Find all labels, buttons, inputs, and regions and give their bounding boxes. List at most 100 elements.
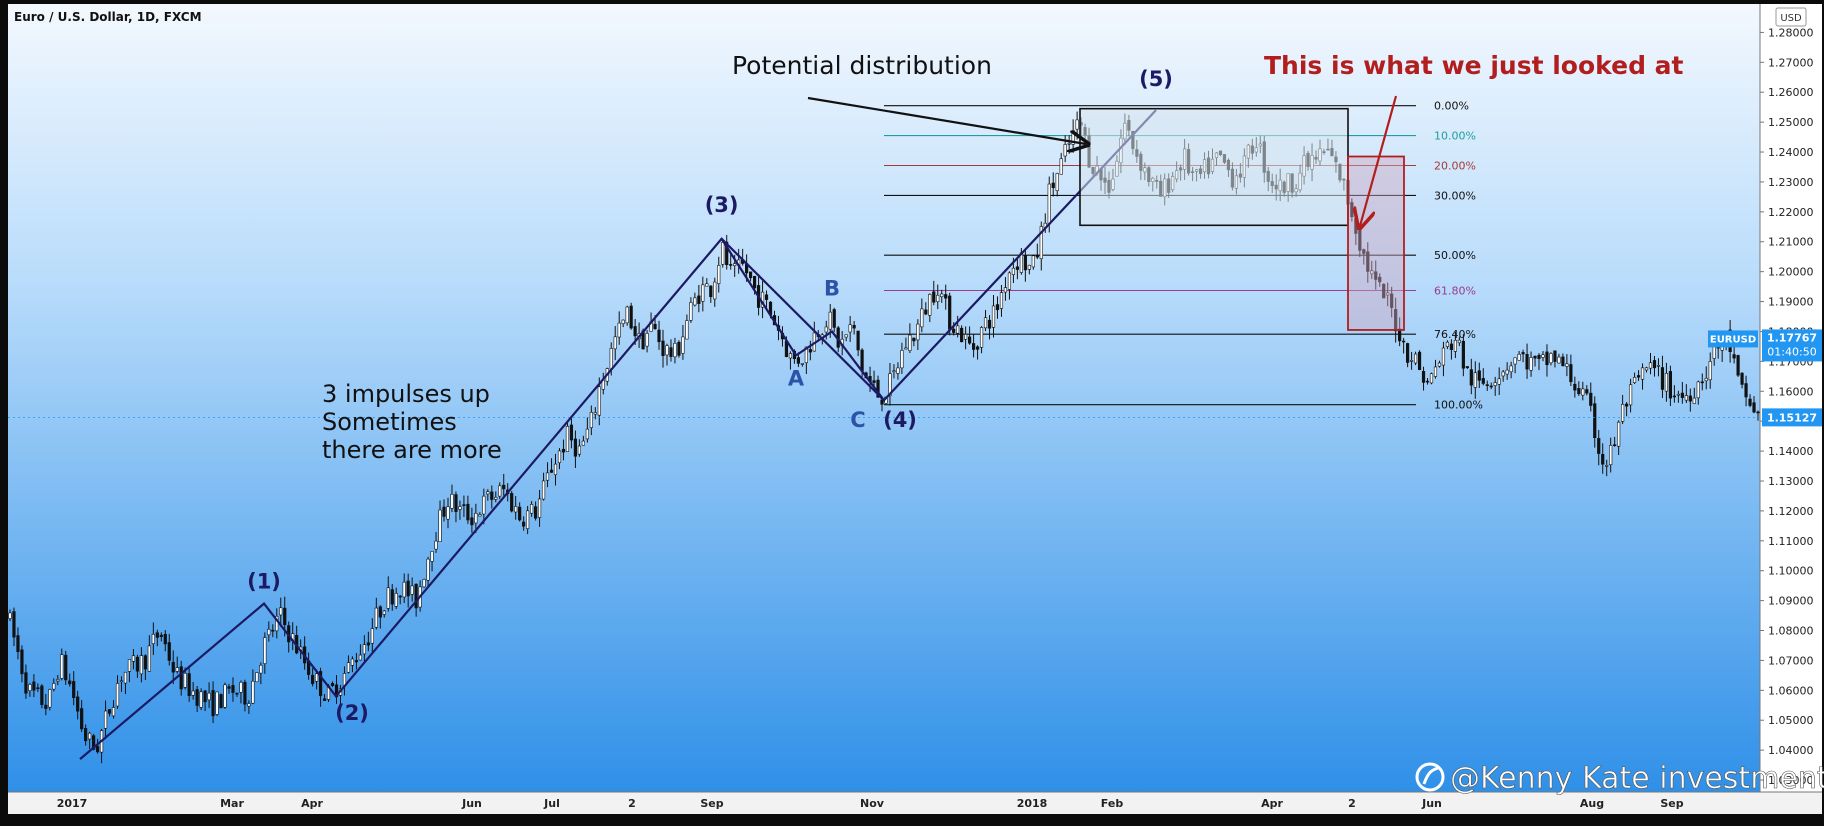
candle-body <box>1621 404 1625 422</box>
candle-body <box>438 509 442 542</box>
candle-body <box>749 271 753 279</box>
candle-body <box>1437 362 1442 367</box>
candle-body <box>549 469 554 473</box>
y-tick-label: 1.25000 <box>1768 116 1814 129</box>
x-tick-label: Jul <box>543 797 560 810</box>
candle-body <box>1409 360 1414 362</box>
candle-body <box>406 580 410 597</box>
candle-body <box>1684 395 1688 401</box>
wave-line[interactable] <box>720 238 885 401</box>
candle-body <box>52 683 56 690</box>
candle-body <box>1692 397 1696 404</box>
candle-body <box>764 294 769 300</box>
plot-area[interactable] <box>8 4 1760 792</box>
x-tick-label: Sep <box>700 797 723 810</box>
x-axis-ticks: 2017 Mar Apr Jun Jul 2 Sep Nov 2018 Feb Apr 2 Jun Aug… <box>57 797 1684 810</box>
candle-body <box>1664 373 1669 392</box>
candle-body <box>159 634 163 637</box>
price-axis[interactable] <box>1760 4 1822 792</box>
candle-body <box>1067 143 1071 145</box>
currency-button[interactable] <box>1775 7 1807 27</box>
candle-body <box>960 327 964 343</box>
candle-body <box>243 681 247 705</box>
wave-label-5: (5) <box>1139 67 1173 91</box>
candle-body <box>975 346 980 350</box>
candle-body <box>717 265 721 284</box>
y-tick-label: 1.06000 <box>1768 684 1814 697</box>
candle-body <box>681 336 685 354</box>
candle-body <box>1417 351 1422 371</box>
watermark: @Kenny Kate investment <box>1415 761 1824 796</box>
candle-body <box>1752 402 1756 413</box>
candle-body <box>569 424 574 441</box>
candle-body <box>621 319 625 324</box>
candle-body <box>1003 287 1008 293</box>
candle-body <box>940 293 944 298</box>
fib-level-label: 0.00% <box>1434 100 1469 113</box>
candle-body <box>613 336 617 350</box>
candle-body <box>796 357 800 364</box>
candle-body <box>1736 355 1740 376</box>
candle-body <box>350 658 355 666</box>
elliott-wave-lines[interactable] <box>79 109 1157 760</box>
candle-body <box>1449 343 1454 350</box>
candle-body <box>1481 378 1485 384</box>
candle-body <box>32 681 36 691</box>
y-tick-label: 1.24000 <box>1768 146 1814 159</box>
candle-body <box>1497 378 1501 385</box>
candle-body <box>1545 351 1549 366</box>
candle-body <box>1051 182 1055 189</box>
x-tick-label: Sep <box>1660 797 1683 810</box>
candle-body <box>617 322 621 338</box>
y-tick-label: 1.08000 <box>1768 625 1814 638</box>
candle-body <box>72 681 76 698</box>
candle-body <box>462 504 466 506</box>
wave-line[interactable] <box>79 109 1157 760</box>
candle-body <box>896 367 900 374</box>
candle-body <box>111 707 116 717</box>
candle-body <box>788 353 793 359</box>
candle-body <box>1597 438 1601 454</box>
candle-body <box>263 637 267 664</box>
candle-body <box>330 683 335 686</box>
candle-body <box>494 497 498 500</box>
candle-body <box>892 370 896 373</box>
candle-body <box>609 348 613 370</box>
time-axis[interactable] <box>8 792 1822 814</box>
candle-body <box>1035 254 1039 258</box>
candle-body <box>1577 388 1581 395</box>
candle-body <box>526 510 530 529</box>
candle-body <box>705 283 709 287</box>
y-tick-label: 1.21000 <box>1768 236 1814 249</box>
candle-body <box>131 655 136 662</box>
candle-body <box>1521 352 1525 355</box>
symbol-tag-label: EURUSD <box>1710 334 1756 345</box>
candle-body <box>95 746 100 753</box>
candle-body <box>1465 366 1469 369</box>
candle-body <box>928 294 932 316</box>
candle-body <box>1680 392 1684 398</box>
candle-body <box>1625 403 1629 407</box>
candle-body <box>1557 356 1561 364</box>
y-tick-label: 1.28000 <box>1768 26 1814 39</box>
y-tick-label: 1.14000 <box>1768 445 1814 458</box>
candle-body <box>1660 367 1665 390</box>
candle-body <box>522 521 526 527</box>
candle-body <box>752 275 757 289</box>
fib-level-label: 10.00% <box>1434 130 1476 143</box>
y-tick-label: 1.12000 <box>1768 505 1814 518</box>
just-looked-box[interactable] <box>1347 155 1405 331</box>
candle-body <box>1398 328 1402 342</box>
candle-body <box>28 684 32 691</box>
candle-body <box>16 635 20 653</box>
candle-body <box>581 440 585 446</box>
candle-body <box>478 514 482 517</box>
y-tick-label: 1.13000 <box>1768 475 1814 488</box>
candle-body <box>450 494 454 509</box>
candle-body <box>80 708 84 730</box>
distribution-box[interactable] <box>1079 107 1349 227</box>
candle-body <box>119 680 124 683</box>
candle-body <box>804 346 808 364</box>
